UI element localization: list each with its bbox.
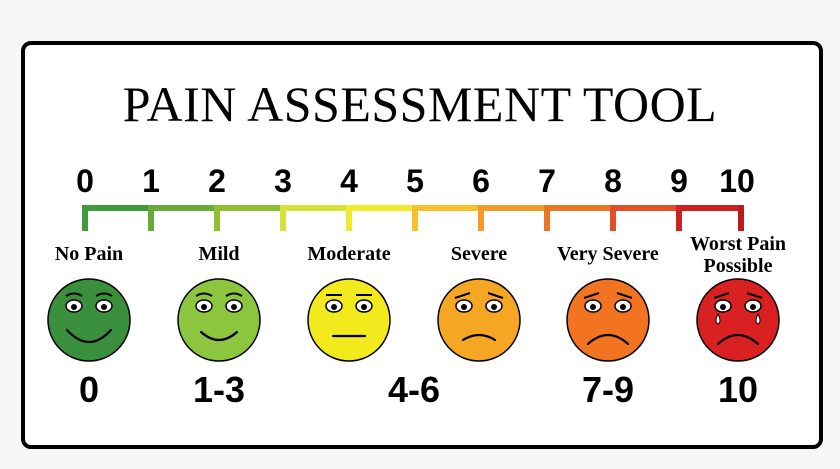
range-moderate: 4-6 bbox=[387, 369, 441, 410]
face-circle bbox=[307, 278, 391, 362]
face-brow bbox=[616, 292, 633, 299]
scale-number-9: 9 bbox=[670, 163, 688, 199]
scale-segment bbox=[149, 205, 219, 211]
face-brow bbox=[583, 292, 600, 299]
face-pupil bbox=[461, 304, 467, 310]
face-pupil bbox=[331, 304, 337, 310]
chart-frame bbox=[21, 41, 823, 449]
face-brow bbox=[487, 292, 504, 299]
face-pupil bbox=[590, 304, 596, 310]
tear-icon bbox=[715, 312, 721, 325]
scale-segment bbox=[281, 205, 351, 211]
face-brow bbox=[746, 292, 763, 299]
label-severe: Severe bbox=[450, 243, 508, 265]
face-pupil bbox=[201, 304, 207, 310]
scale-segment bbox=[215, 205, 285, 211]
face-mouth bbox=[586, 333, 630, 346]
scale-number-3: 3 bbox=[274, 163, 292, 199]
face-brow bbox=[713, 292, 730, 299]
face-pupil bbox=[750, 304, 756, 310]
face-brow bbox=[454, 292, 471, 299]
scale-number-10: 10 bbox=[719, 163, 755, 199]
range-very-severe: 7-9 bbox=[581, 369, 635, 410]
scale-segment bbox=[479, 205, 549, 211]
label-mild: Mild bbox=[198, 243, 240, 265]
slight-smile-face-icon bbox=[177, 278, 261, 362]
face-mouth bbox=[461, 333, 497, 342]
scale-tick bbox=[346, 205, 352, 231]
tear-icon bbox=[755, 312, 761, 325]
scale-tick bbox=[676, 205, 682, 231]
scale-tick bbox=[214, 205, 220, 231]
scale-tick bbox=[412, 205, 418, 231]
face-circle bbox=[566, 278, 650, 362]
label-worst-pain-line2: Possible bbox=[703, 255, 773, 277]
face-brow bbox=[225, 292, 243, 297]
scale-tick bbox=[148, 205, 154, 231]
face-pupil bbox=[491, 304, 497, 310]
scale-tick bbox=[544, 205, 550, 231]
face-mouth bbox=[716, 333, 760, 346]
face-brow bbox=[65, 292, 83, 297]
face-brow bbox=[95, 292, 113, 297]
scale-segment bbox=[611, 205, 681, 211]
scale-segment bbox=[83, 205, 153, 211]
face-pupil bbox=[361, 304, 367, 310]
face-mouth bbox=[199, 330, 239, 342]
face-pupil bbox=[71, 304, 77, 310]
scale-tick bbox=[738, 205, 744, 231]
range-mild: 1-3 bbox=[192, 369, 246, 410]
scale-number-8: 8 bbox=[604, 163, 622, 199]
scale-number-2: 2 bbox=[208, 163, 226, 199]
scale-segment bbox=[413, 205, 483, 211]
crying-face-icon bbox=[696, 278, 780, 362]
label-very-severe: Very Severe bbox=[557, 243, 659, 265]
face-circle bbox=[437, 278, 521, 362]
face-mouth bbox=[65, 328, 113, 344]
scale-tick bbox=[478, 205, 484, 231]
scale-number-5: 5 bbox=[406, 163, 424, 199]
page-title: PAIN ASSESSMENT TOOL bbox=[122, 76, 718, 132]
scale-segment bbox=[347, 205, 417, 211]
label-worst-pain-line1: Worst Pain bbox=[689, 233, 787, 255]
scale-tick bbox=[280, 205, 286, 231]
face-brow bbox=[195, 292, 213, 297]
happy-face-icon bbox=[47, 278, 131, 362]
frown-face-icon bbox=[437, 278, 521, 362]
label-moderate: Moderate bbox=[307, 243, 391, 265]
face-circle bbox=[47, 278, 131, 362]
scale-tick bbox=[610, 205, 616, 231]
scale-segment bbox=[677, 205, 743, 211]
scale-number-1: 1 bbox=[142, 163, 160, 199]
scale-number-7: 7 bbox=[538, 163, 556, 199]
scale-number-6: 6 bbox=[472, 163, 490, 199]
face-pupil bbox=[231, 304, 237, 310]
neutral-face-icon bbox=[307, 278, 391, 362]
sad-face-icon bbox=[566, 278, 650, 362]
range-worst: 10 bbox=[717, 369, 759, 410]
face-pupil bbox=[620, 304, 626, 310]
label-no-pain: No Pain bbox=[54, 243, 124, 265]
scale-number-0: 0 bbox=[76, 163, 94, 199]
scale-segment bbox=[545, 205, 615, 211]
face-circle bbox=[696, 278, 780, 362]
face-pupil bbox=[101, 304, 107, 310]
face-circle bbox=[177, 278, 261, 362]
range-no-pain: 0 bbox=[78, 369, 100, 410]
scale-tick bbox=[82, 205, 88, 231]
face-pupil bbox=[720, 304, 726, 310]
scale-number-4: 4 bbox=[340, 163, 358, 199]
